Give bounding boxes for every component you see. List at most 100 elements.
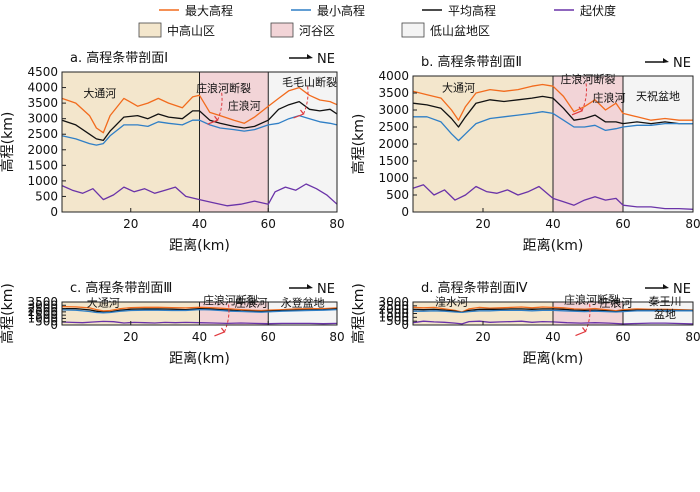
x-tick-label: 40 [545,217,560,231]
y-tick-label: 2500 [27,302,58,316]
y-tick-label: 500 [386,314,409,328]
y-tick-label: 2500 [27,127,58,141]
y-tick-label: 1500 [27,158,58,172]
series-line-2 [61,100,338,142]
series-line-4 [61,183,338,207]
x-tick-label: 60 [615,217,630,231]
y-tick-label: 3000 [378,295,409,309]
y-tick-label: 1500 [378,154,409,168]
series-line-3 [413,111,693,142]
y-tick-label: 1000 [27,174,58,188]
y-tick-label: 1000 [378,171,409,185]
fault-line [223,303,230,333]
y-tick-label: 2000 [378,137,409,151]
annotation-line: 秦王川 [649,294,682,308]
annotation-label: 庄浪河 [600,296,633,310]
y-tick-label: 3000 [378,103,409,117]
x-tick-label: 60 [615,330,630,344]
y-tick-label: 3500 [378,86,409,100]
x-tick-label: 80 [329,217,344,231]
x-axis-label: 距离(km) [169,237,230,254]
y-tick-label: 2000 [27,305,58,319]
x-tick-label: 60 [261,217,276,231]
y-tick-label: 3500 [27,295,58,309]
y-tick-label: 2500 [378,299,409,313]
x-tick-label: 20 [123,330,138,344]
annotation-label: 永登盆地 [281,296,325,310]
x-tick-label: 20 [123,217,138,231]
fault-arrow [575,327,587,337]
x-tick-label: 80 [685,217,700,231]
x-tick-label: 20 [475,217,490,231]
legend-label: 起伏度 [580,3,616,18]
x-axis-label: 距离(km) [169,350,230,367]
legend-label: 河谷区 [299,24,335,38]
y-axis-label: 高程(km) [350,283,367,344]
x-tick-label: 60 [261,330,276,344]
y-tick-label: 4000 [27,81,58,95]
region-band [268,72,337,212]
annotation-label: 毛毛山断裂 [282,75,337,89]
legend-label: 中高山区 [167,23,215,38]
y-axis-label: 高程(km) [0,283,16,344]
legend-label: 最大高程 [185,3,233,18]
direction-arrowhead [663,284,669,289]
region-band [553,302,623,325]
annotation-label: 天祝盆地 [636,89,680,103]
fault-line [303,85,309,115]
fault-line [217,92,223,121]
direction-label: NE [673,56,691,71]
direction-arrowhead [307,284,313,289]
y-tick-label: 500 [386,188,409,202]
annotation-label: 庄浪河断裂 [561,72,616,86]
y-tick-label: 0 [50,318,58,332]
annotation-label: 庄浪河断裂 [196,81,251,95]
y-tick-label: 4000 [378,69,409,83]
y-axis-label: 高程(km) [350,114,367,175]
annotation-label: 庄浪河断裂 [564,293,619,307]
y-tick-label: 2000 [378,303,409,317]
legend-label: 平均高程 [448,3,496,18]
direction-label: NE [673,282,691,297]
series-line-4 [61,320,338,325]
fault-arrow [571,106,583,116]
x-tick-label: 80 [685,330,700,344]
region-band [623,76,693,212]
region-band [268,302,337,325]
series-line-4 [412,320,694,325]
x-tick-label: 20 [475,330,490,344]
y-tick-label: 4500 [27,65,58,79]
y-tick-label: 3000 [27,298,58,312]
series-line-1 [412,83,693,121]
series-line-1 [412,306,694,313]
annotation-line: 盆地 [654,307,676,321]
series-line-2 [412,95,693,128]
annotation-label: 秦王川盆地 [649,294,682,321]
panel-title: a. 高程条带剖面Ⅰ [70,50,168,66]
x-tick-label: 80 [329,330,344,344]
y-tick-label: 500 [35,315,58,329]
y-tick-label: 1000 [378,310,409,324]
series-line-4 [412,184,694,210]
y-axis-label: 高程(km) [0,112,16,173]
region-band [623,302,693,325]
panel-title: d. 高程条带剖面Ⅳ [421,280,528,296]
panel-title: b. 高程条带剖面Ⅱ [421,54,522,70]
fault-line [581,82,587,111]
series-line-3 [61,308,338,314]
direction-arrowhead [307,54,313,59]
y-tick-label: 3000 [27,112,58,126]
legend-label: 最小高程 [317,3,365,18]
legend-box-swatch [138,22,162,38]
fault-line [585,303,591,332]
legend-box-swatch [401,22,425,38]
y-tick-label: 0 [50,205,58,219]
y-tick-label: 0 [401,205,409,219]
y-tick-label: 2000 [27,143,58,157]
series-line-1 [61,305,338,312]
x-axis-label: 距离(km) [523,237,584,254]
